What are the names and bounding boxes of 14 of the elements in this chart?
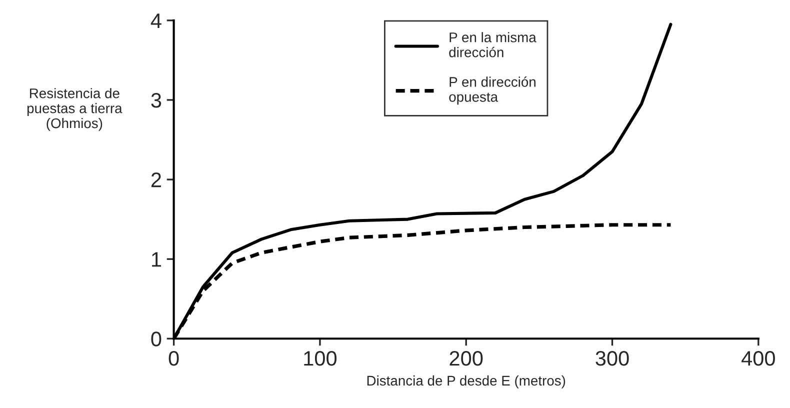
y-tick-label: 3 xyxy=(151,92,162,108)
y-tick-label: 1 xyxy=(152,252,161,267)
x-axis-title: Distancia de P desde E (metros) xyxy=(367,375,566,388)
x-tick-label: 200 xyxy=(450,350,483,366)
x-tick-label: 0 xyxy=(168,350,179,366)
y-tick-label: 2 xyxy=(151,172,161,188)
x-tick-label: 300 xyxy=(596,350,629,366)
legend-label: P en dirección opuesta xyxy=(449,76,536,105)
y-tick-label: 4 xyxy=(150,14,162,28)
legend-label: P en la misma dirección xyxy=(449,32,536,58)
x-tick-label: 400 xyxy=(742,350,775,366)
y-axis-title: Resistencia de puestas a tierra (Ohmios) xyxy=(27,88,122,131)
x-tick-label: 100 xyxy=(304,350,337,366)
y-tick-label: 0 xyxy=(151,332,162,346)
